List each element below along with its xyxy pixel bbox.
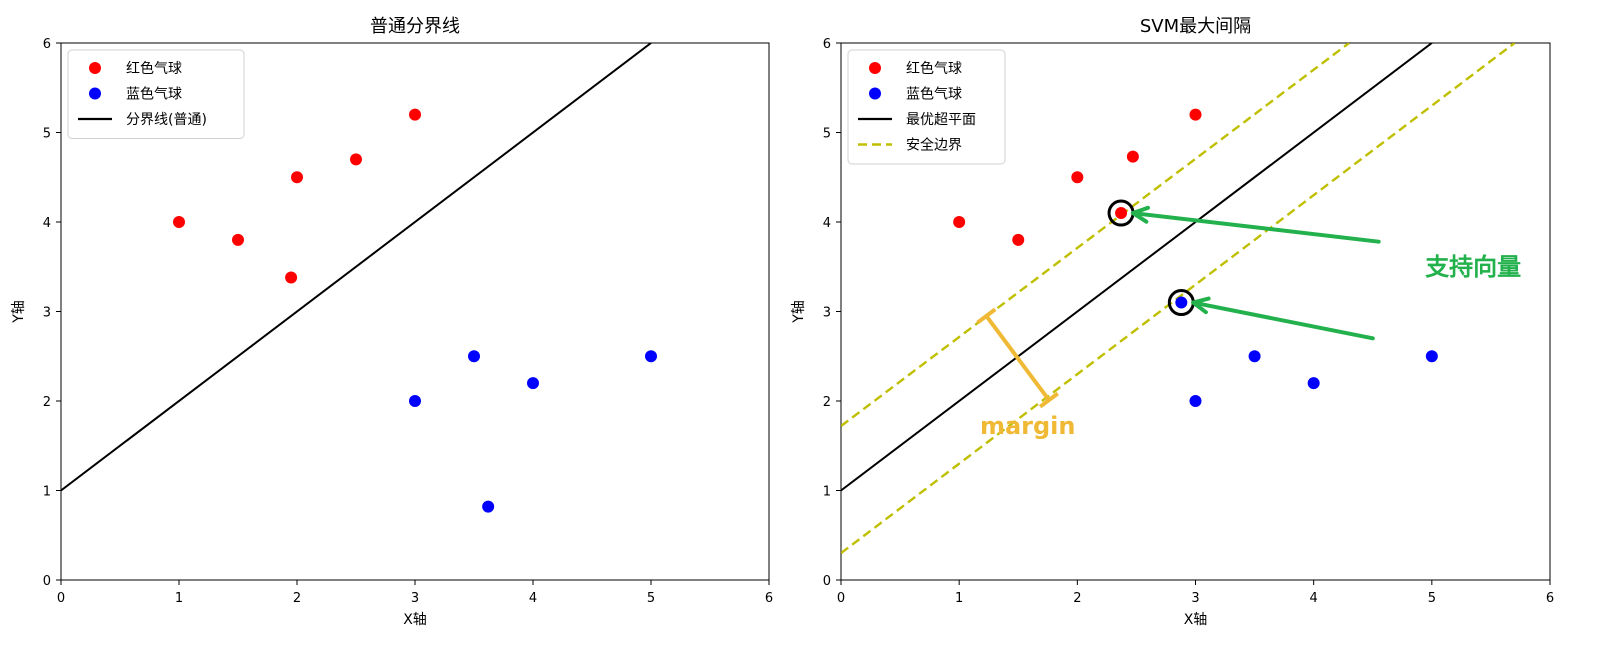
annotation-arrow bbox=[1191, 300, 1375, 341]
y-tick-label: 5 bbox=[43, 127, 51, 142]
blue-point bbox=[409, 395, 421, 407]
annotation-arrowhead bbox=[1130, 205, 1150, 224]
red-point bbox=[1012, 233, 1025, 246]
red-point bbox=[291, 171, 303, 184]
annotation-arrow bbox=[1130, 211, 1381, 244]
x-tick-label: 6 bbox=[1546, 591, 1554, 606]
blue-point bbox=[1189, 395, 1202, 407]
legend-box bbox=[67, 49, 245, 139]
y-tick-label: 1 bbox=[823, 485, 831, 500]
y-tick-label: 2 bbox=[43, 395, 51, 410]
x-tick-label: 5 bbox=[647, 591, 655, 606]
y-tick-label: 1 bbox=[43, 485, 51, 500]
x-tick-label: 5 bbox=[1428, 591, 1436, 606]
plot-area bbox=[61, 43, 657, 513]
blue-point bbox=[1248, 350, 1261, 363]
red-point bbox=[173, 216, 185, 228]
x-tick-label: 4 bbox=[1310, 591, 1318, 606]
x-tick-label: 2 bbox=[1073, 591, 1081, 606]
red-point bbox=[350, 153, 362, 166]
red-point bbox=[1115, 207, 1128, 220]
blue-point bbox=[1425, 350, 1438, 363]
x-tick-label: 3 bbox=[1191, 591, 1199, 606]
y-tick-label: 3 bbox=[823, 306, 831, 321]
red-point bbox=[1189, 108, 1202, 121]
y-axis-label: Y轴 bbox=[11, 300, 27, 324]
legend-marker bbox=[89, 62, 101, 74]
y-tick-label: 2 bbox=[823, 395, 831, 410]
y-tick-label: 3 bbox=[43, 306, 51, 321]
legend-label: 蓝色气球 bbox=[906, 86, 962, 103]
red-point bbox=[1126, 150, 1139, 163]
x-tick-label: 6 bbox=[765, 591, 773, 606]
x-tick-label: 2 bbox=[293, 591, 301, 606]
annotation-label: margin bbox=[980, 412, 1076, 440]
legend-label: 红色气球 bbox=[906, 60, 962, 77]
y-tick-label: 5 bbox=[823, 127, 831, 142]
x-tick-label: 1 bbox=[175, 591, 183, 606]
legend-label: 安全边界 bbox=[906, 137, 962, 154]
y-axis-label: Y轴 bbox=[791, 300, 807, 324]
legend-marker bbox=[869, 87, 881, 100]
legend-label: 蓝色气球 bbox=[126, 86, 182, 103]
x-tick-label: 0 bbox=[57, 591, 65, 606]
blue-point bbox=[645, 350, 657, 363]
margin-boundary-line bbox=[841, 43, 1350, 428]
legend-label: 最优超平面 bbox=[906, 112, 976, 128]
red-point bbox=[409, 108, 421, 121]
blue-point bbox=[527, 377, 539, 390]
margin-bracket-cap bbox=[976, 307, 997, 325]
x-tick-label: 3 bbox=[411, 591, 419, 606]
x-tick-label: 4 bbox=[529, 591, 537, 606]
legend-marker bbox=[869, 62, 881, 74]
y-tick-label: 6 bbox=[823, 37, 831, 52]
annotation-label: 支持向量 bbox=[1425, 253, 1521, 281]
x-tick-label: 0 bbox=[837, 591, 845, 606]
blue-point bbox=[482, 500, 495, 513]
margin-bracket-cap bbox=[1038, 391, 1059, 409]
margin-bracket bbox=[984, 314, 1051, 402]
x-axis-label: X轴 bbox=[1184, 612, 1208, 628]
red-point bbox=[953, 216, 966, 228]
blue-point bbox=[1175, 296, 1188, 309]
chart-title: 普通分界线 bbox=[370, 16, 460, 37]
annotation-arrowhead bbox=[1191, 296, 1211, 315]
y-tick-label: 4 bbox=[43, 216, 51, 231]
red-point bbox=[285, 271, 298, 284]
boundary-line bbox=[841, 43, 1433, 492]
y-tick-label: 0 bbox=[43, 574, 51, 589]
red-point bbox=[1071, 171, 1084, 184]
boundary-line bbox=[61, 43, 652, 492]
blue-point bbox=[1307, 377, 1320, 390]
y-tick-label: 4 bbox=[823, 216, 831, 231]
blue-point bbox=[468, 350, 480, 363]
legend-label: 分界线(普通) bbox=[126, 112, 207, 128]
x-tick-label: 1 bbox=[955, 591, 963, 606]
legend-label: 红色气球 bbox=[126, 60, 182, 77]
legend-box bbox=[847, 49, 1006, 165]
chart-title: SVM最大间隔 bbox=[1140, 16, 1251, 37]
red-point bbox=[232, 233, 244, 246]
y-tick-label: 0 bbox=[823, 574, 831, 589]
legend-marker bbox=[89, 87, 101, 100]
y-tick-label: 6 bbox=[43, 37, 51, 52]
plot-area bbox=[841, 43, 1516, 555]
chart-svm-max-margin: 0 1 2 3 4 5 6 0 1 2 3 4 5 6 SVM最大间隔 X轴 Y轴 支持向量 margin 红色气球蓝… bbox=[791, 16, 1554, 628]
x-axis-label: X轴 bbox=[403, 612, 427, 628]
